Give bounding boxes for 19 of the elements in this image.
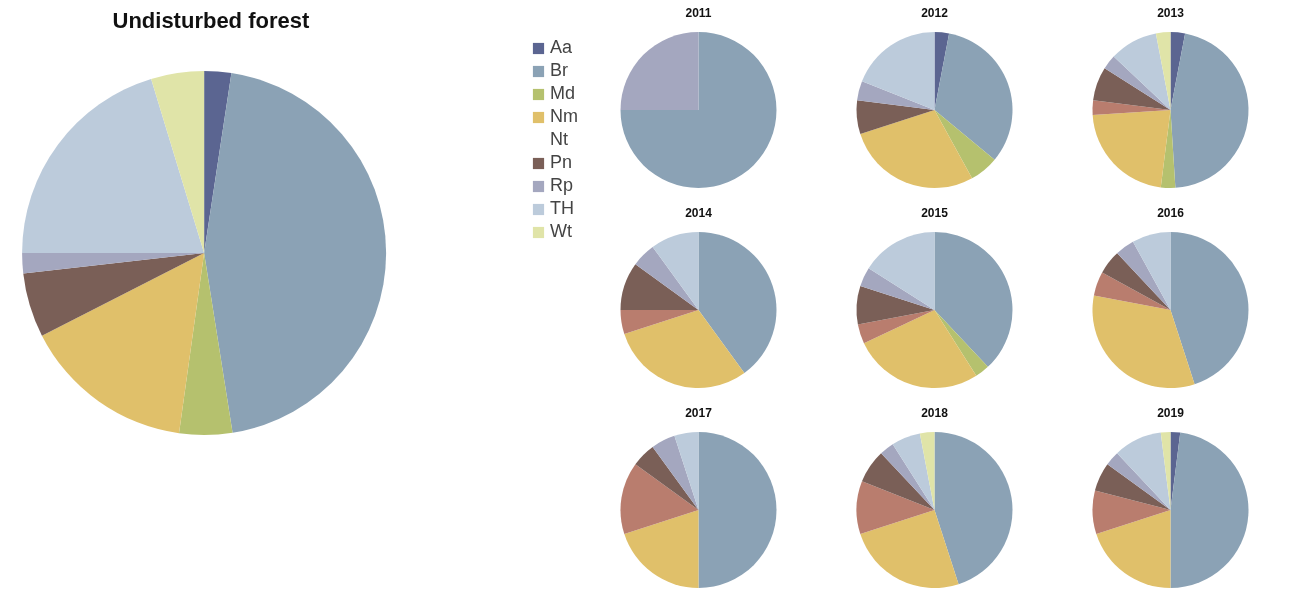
chart-title: 2012: [921, 5, 949, 20]
legend-label: Md: [550, 83, 576, 104]
chart-title: 2017: [685, 405, 713, 420]
chart-title: 2014: [685, 205, 713, 220]
chart-title: Undisturbed forest: [112, 7, 310, 33]
chart-title: 2013: [1157, 5, 1185, 20]
legend-label: Rp: [550, 175, 574, 196]
legend-label: Nm: [550, 106, 578, 127]
chart-title: 2019: [1157, 405, 1185, 420]
chart-title: 2011: [685, 5, 712, 20]
chart-title: 2016: [1157, 205, 1185, 220]
legend-label: Pn: [550, 152, 573, 173]
chart-title: 2015: [921, 205, 949, 220]
legend-label: Br: [550, 60, 569, 81]
legend-label: Aa: [550, 37, 573, 58]
legend-label: Wt: [550, 221, 572, 242]
legend-label: TH: [550, 198, 574, 219]
chart-title: 2018: [921, 405, 949, 420]
category-label: Nt: [550, 129, 568, 149]
